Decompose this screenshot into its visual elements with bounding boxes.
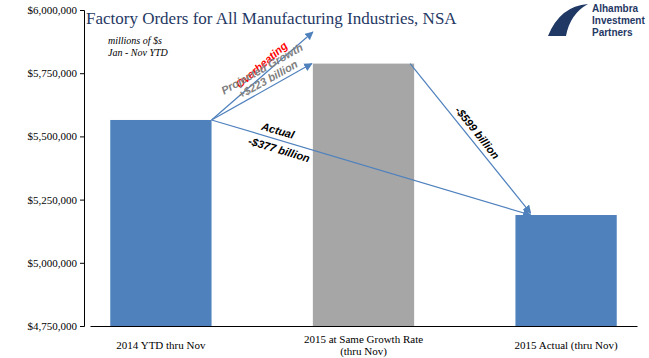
y-tick: $4,750,000 — [28, 320, 85, 332]
y-tick-mark — [80, 10, 84, 11]
y-tick-label: $6,000,000 — [28, 4, 78, 16]
annotation: +$223 billion — [236, 58, 300, 101]
y-tick: $5,000,000 — [28, 257, 85, 269]
y-tick: $5,750,000 — [28, 67, 85, 79]
y-tick-label: $5,250,000 — [28, 194, 78, 206]
y-axis-line — [80, 11, 85, 327]
x-tick-label: 2015 at Same Growth Rate(thru Nov) — [304, 333, 423, 358]
y-tick: $5,250,000 — [28, 194, 85, 206]
y-tick-mark — [80, 263, 84, 264]
x-axis-line — [91, 326, 638, 327]
arrow — [212, 32, 313, 120]
chart: $4,750,000 $5,000,000 $5,250,000 $5,500,000… — [0, 0, 649, 358]
annotation: Actual — [259, 120, 297, 142]
annotations: OverheatingProjected Growth+$223 billion… — [212, 32, 531, 215]
x-tick-label: 2014 YTD thru Nov — [116, 339, 206, 351]
y-tick-mark — [80, 136, 84, 137]
subtitle: millions of $s — [108, 35, 162, 46]
logo: AlhambraInvestmentPartners — [548, 3, 645, 38]
logo-icon — [548, 4, 588, 36]
subtitle: Jan - Nov YTD — [108, 47, 169, 58]
title: Factory Orders for All Manufacturing Ind… — [86, 9, 457, 28]
y-tick-mark — [80, 200, 84, 201]
y-tick-mark — [80, 326, 84, 327]
logo-text: AlhambraInvestmentPartners — [592, 3, 645, 38]
y-tick: $5,500,000 — [28, 130, 85, 142]
bar — [110, 120, 211, 326]
x-axis: 2014 YTD thru Nov 2015 at Same Growth Rat… — [91, 326, 638, 358]
x-tick: 2014 YTD thru Nov — [116, 326, 206, 351]
x-tick: 2015 at Same Growth Rate(thru Nov) — [304, 326, 423, 358]
arrow — [410, 64, 530, 213]
y-tick-label: $5,500,000 — [28, 130, 78, 142]
x-tick-label: 2015 Actual (thru Nov) — [515, 339, 618, 352]
bars — [110, 64, 616, 326]
annotation: -$377 billion — [247, 135, 312, 165]
bar — [313, 64, 414, 326]
y-tick-mark — [80, 73, 84, 74]
y-tick-label: $5,750,000 — [28, 67, 78, 79]
bar — [515, 215, 616, 326]
y-tick-label: $5,000,000 — [28, 257, 78, 269]
y-axis: $4,750,000 $5,000,000 $5,250,000 $5,500,000… — [28, 4, 85, 332]
x-tick: 2015 Actual (thru Nov) — [515, 326, 618, 352]
y-tick-label: $4,750,000 — [28, 320, 78, 332]
annotation: -$599 billion — [453, 104, 502, 161]
y-tick: $6,000,000 — [28, 4, 85, 16]
